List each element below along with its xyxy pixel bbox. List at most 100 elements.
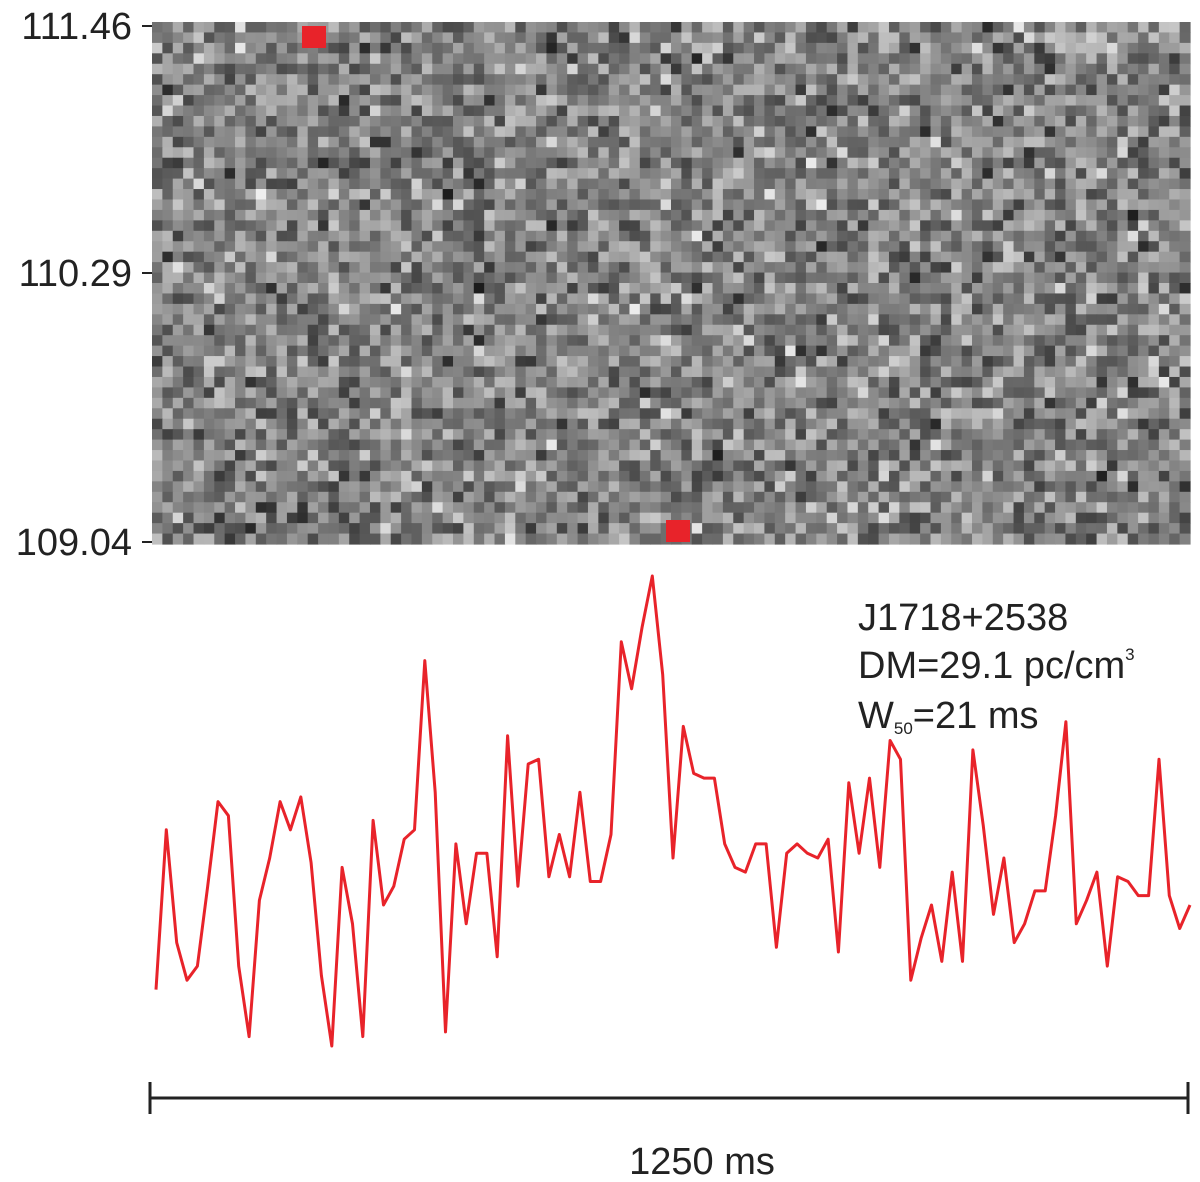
heatmap-cell [671, 429, 682, 441]
heatmap-cell [805, 481, 817, 493]
heatmap-cell [899, 481, 911, 493]
heatmap-cell [525, 387, 537, 399]
heatmap-cell [639, 376, 651, 388]
heatmap-cell [982, 356, 994, 368]
heatmap-cell [660, 470, 672, 482]
heatmap-cell [297, 429, 309, 441]
heatmap-cell [951, 209, 963, 221]
heatmap-cell [504, 178, 516, 190]
heatmap-cell [650, 283, 662, 295]
heatmap-cell [245, 32, 257, 44]
heatmap-cell [660, 460, 672, 472]
heatmap-cell [473, 533, 485, 545]
heatmap-cell [754, 335, 766, 347]
heatmap-cell [1179, 262, 1191, 274]
heatmap-cell [255, 251, 267, 263]
heatmap-cell [608, 115, 620, 127]
heatmap-cell [733, 450, 745, 462]
heatmap-cell [1023, 42, 1035, 54]
heatmap-cell [515, 533, 527, 545]
heatmap-cell [671, 105, 682, 117]
heatmap-cell [940, 115, 952, 127]
heatmap-cell [328, 293, 340, 305]
heatmap-cell [390, 220, 402, 232]
heatmap-cell [1106, 450, 1118, 462]
heatmap-cell [1065, 470, 1077, 482]
heatmap-cell [733, 324, 745, 336]
heatmap-cell [671, 42, 682, 54]
heatmap-cell [473, 366, 485, 378]
heatmap-cell [1127, 147, 1139, 159]
heatmap-cell [743, 95, 755, 107]
heatmap-cell [805, 95, 817, 107]
heatmap-cell [1086, 418, 1098, 430]
heatmap-cell [307, 157, 319, 169]
heatmap-cell [878, 22, 890, 34]
heatmap-cell [847, 460, 859, 472]
heatmap-cell [359, 199, 371, 211]
heatmap-cell [1179, 84, 1191, 96]
heatmap-cell [235, 42, 247, 54]
heatmap-cell [183, 126, 195, 138]
heatmap-cell [660, 491, 672, 503]
heatmap-cell [473, 293, 485, 305]
heatmap-cell [1106, 345, 1118, 357]
heatmap-cell [857, 168, 869, 180]
heatmap-cell [972, 470, 983, 482]
heatmap-cell [940, 491, 952, 503]
heatmap-cell [224, 74, 236, 86]
heatmap-cell [359, 470, 371, 482]
heatmap-cell [1013, 230, 1025, 242]
heatmap-cell [1055, 450, 1067, 462]
heatmap-cell [816, 450, 828, 462]
heatmap-cell [152, 303, 163, 315]
heatmap-cell [286, 220, 298, 232]
heatmap-cell [307, 136, 319, 148]
heatmap-cell [1034, 178, 1046, 190]
heatmap-cell [1138, 491, 1150, 503]
heatmap-cell [629, 481, 641, 493]
heatmap-cell [380, 314, 392, 326]
heatmap-cell [1106, 303, 1118, 315]
heatmap-cell [380, 95, 392, 107]
heatmap-cell [1117, 157, 1129, 169]
heatmap-cell [318, 262, 330, 274]
heatmap-cell [536, 199, 548, 211]
heatmap-cell [826, 115, 838, 127]
heatmap-cell [245, 376, 257, 388]
heatmap-cell [214, 74, 226, 86]
heatmap-cell [203, 209, 215, 221]
heatmap-cell [982, 512, 994, 524]
heatmap-cell [369, 230, 381, 242]
heatmap-cell [785, 450, 797, 462]
heatmap-cell [899, 387, 911, 399]
heatmap-cell [972, 418, 983, 430]
heatmap-cell [432, 314, 444, 326]
heatmap-cell [1003, 272, 1015, 284]
heatmap-cell [297, 115, 309, 127]
heatmap-cell [972, 502, 983, 514]
heatmap-cell [733, 491, 745, 503]
heatmap-cell [847, 345, 859, 357]
heatmap-cell [162, 74, 174, 86]
heatmap-cell [764, 209, 776, 221]
heatmap-cell [1044, 491, 1056, 503]
heatmap-cell [525, 53, 537, 65]
heatmap-cell [1158, 450, 1170, 462]
heatmap-cell [1065, 303, 1077, 315]
heatmap-cell [525, 523, 537, 535]
heatmap-cell [639, 74, 651, 86]
heatmap-cell [401, 376, 413, 388]
heatmap-cell [940, 209, 952, 221]
heatmap-cell [857, 22, 869, 34]
heatmap-cell [442, 356, 454, 368]
heatmap-cell [754, 42, 766, 54]
heatmap-cell [463, 63, 475, 75]
heatmap-cell [764, 376, 776, 388]
heatmap-cell [650, 209, 662, 221]
heatmap-cell [411, 481, 423, 493]
heatmap-cell [795, 303, 807, 315]
heatmap-cell [754, 429, 766, 441]
heatmap-cell [276, 199, 288, 211]
heatmap-cell [224, 470, 236, 482]
